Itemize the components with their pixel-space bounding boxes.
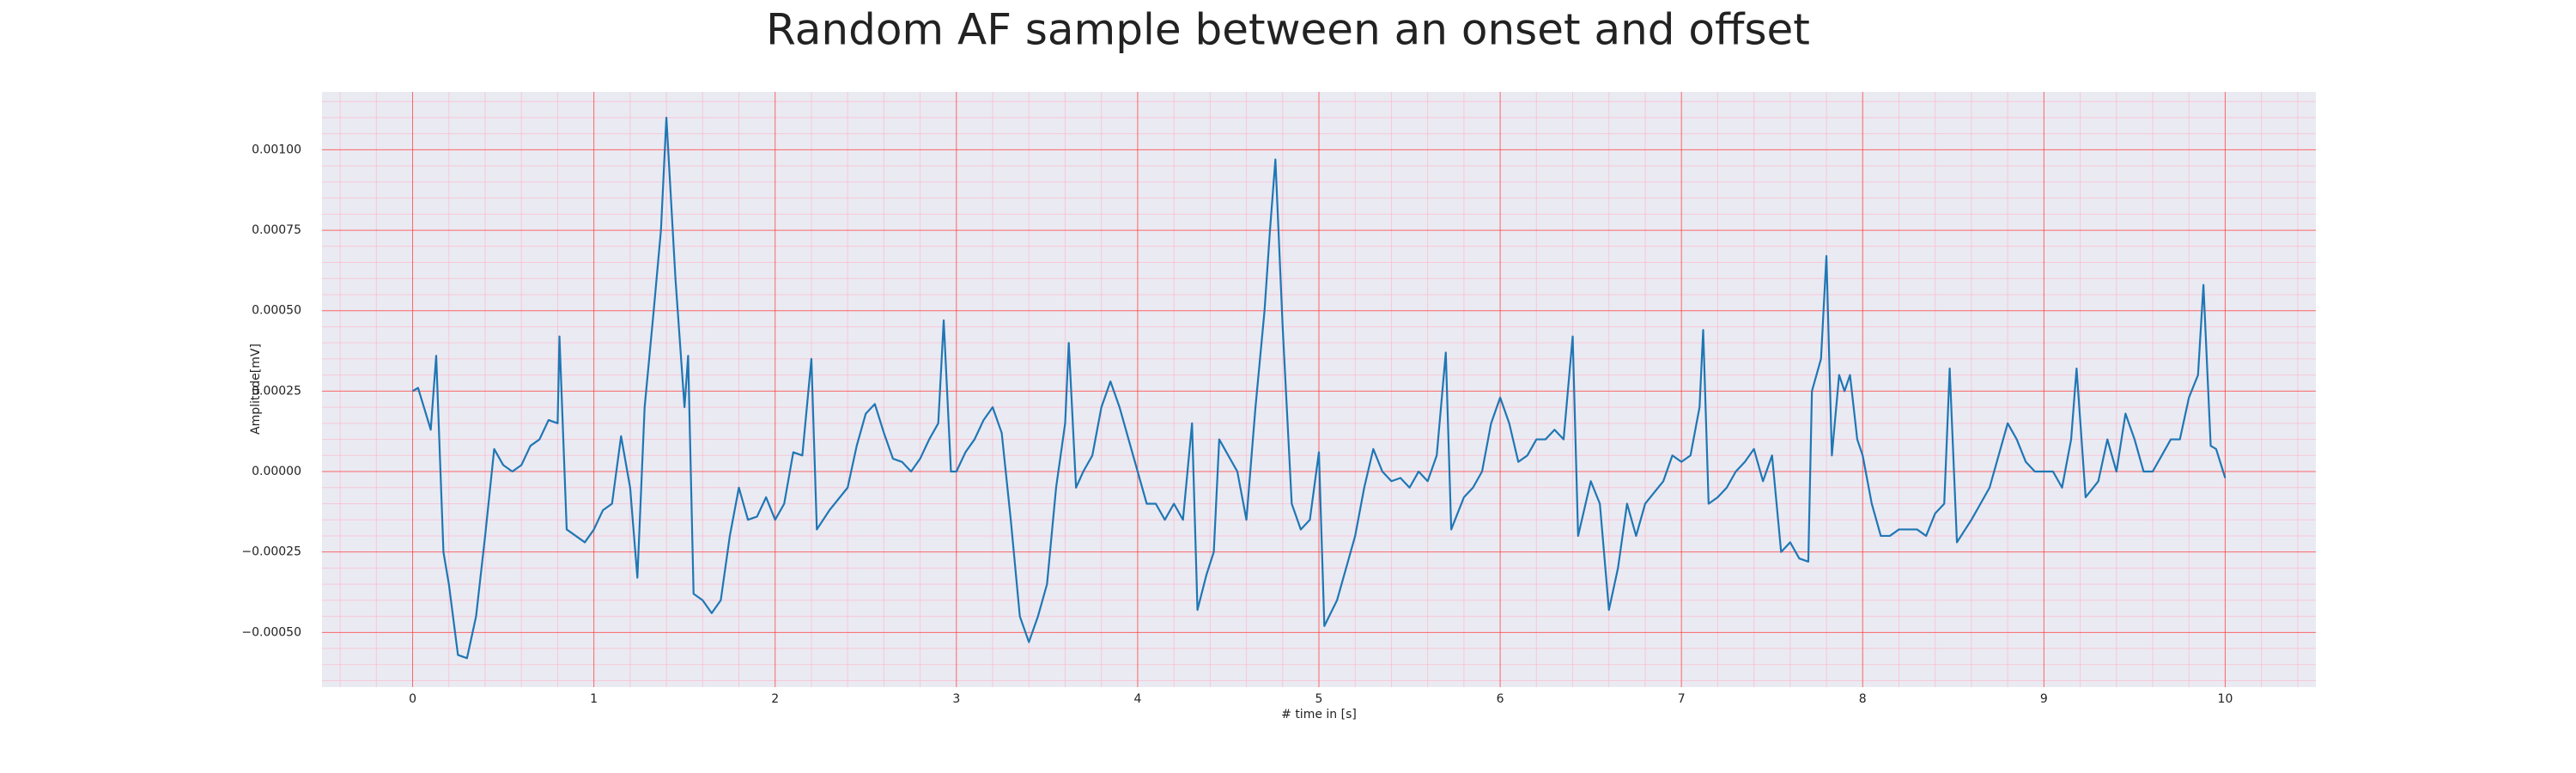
y-tick-label: 0.00050 — [252, 304, 301, 318]
x-tick-label: 9 — [2040, 692, 2048, 706]
x-tick-label: 2 — [771, 692, 779, 706]
x-tick-label: 7 — [1678, 692, 1686, 706]
x-tick-label: 1 — [590, 692, 598, 706]
y-tick-label: −0.00050 — [241, 625, 301, 639]
signal-line — [411, 116, 2227, 660]
y-tick-label: 0.00000 — [252, 465, 301, 478]
x-tick-label: 0 — [409, 692, 416, 706]
x-tick-label: 6 — [1497, 692, 1504, 706]
x-tick-label: 5 — [1315, 692, 1323, 706]
y-tick-label: −0.00025 — [241, 545, 301, 559]
y-tick-label: 0.00075 — [252, 223, 301, 237]
y-tick-label: 0.00025 — [252, 384, 301, 398]
x-tick-label: 10 — [2218, 692, 2233, 706]
x-tick-label: 4 — [1133, 692, 1141, 706]
y-tick-label: 0.00100 — [252, 143, 301, 156]
x-tick-label: 8 — [1859, 692, 1867, 706]
x-tick-label: 3 — [952, 692, 960, 706]
chart-title: Random AF sample between an onset and of… — [766, 5, 1810, 55]
y-axis-label: Amplitude[mV] — [249, 344, 263, 435]
x-axis-label: # time in [s] — [1281, 708, 1357, 721]
